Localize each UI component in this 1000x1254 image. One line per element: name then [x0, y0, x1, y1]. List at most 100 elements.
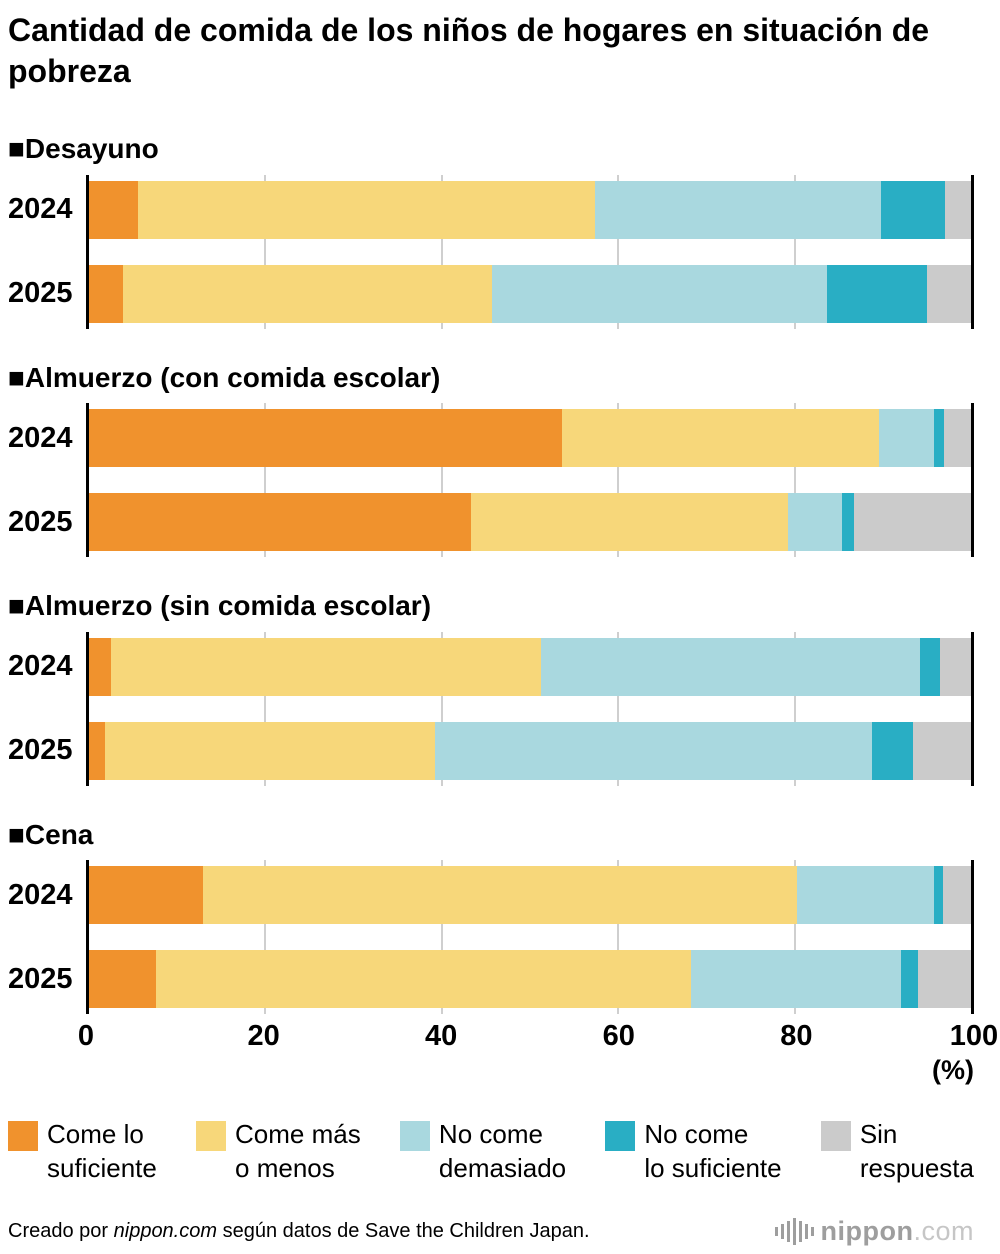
legend-label: No come demasiado: [439, 1118, 566, 1186]
bar-segment: [123, 264, 493, 323]
credit-suffix: según datos de Save the Children Japan.: [217, 1219, 590, 1242]
logo-name: nippon: [820, 1215, 914, 1246]
y-axis-label: 2024: [8, 421, 73, 454]
percent-unit-label: (%): [932, 1055, 974, 1086]
bar-segment: [933, 866, 943, 925]
legend-swatch: [605, 1121, 636, 1152]
bar-segment: [881, 180, 945, 239]
legend-swatch: [399, 1121, 430, 1152]
legend-label: Come más o menos: [235, 1118, 361, 1186]
y-axis-label: 2025: [8, 505, 73, 538]
bar-segment: [926, 264, 971, 323]
gridline: [264, 403, 267, 558]
x-tick-label: 80: [780, 1020, 813, 1053]
plot-area: 2024 2025: [8, 860, 974, 1015]
gridline: [793, 403, 796, 558]
y-axis-label: 2024: [8, 650, 73, 683]
legend-label: Come lo suficiente: [47, 1118, 157, 1186]
bar-segment: [940, 637, 971, 696]
bar-segment: [912, 721, 971, 780]
bar-row: [89, 409, 971, 468]
y-axis-label: 2025: [8, 734, 73, 767]
legend: Come lo suficiente Come más o menos No come d…: [8, 1118, 974, 1186]
legend-label: No come lo suficiente: [644, 1118, 781, 1186]
bar-segment: [561, 409, 880, 468]
bars-area: [86, 403, 974, 558]
y-axis-labels: 2024 2025: [8, 175, 86, 329]
y-axis-label: 2025: [8, 277, 73, 309]
bar-row: [89, 866, 971, 925]
bar-segment: [943, 409, 971, 468]
bar-segment: [202, 866, 798, 925]
bar-segment: [901, 950, 919, 1009]
credit-prefix: Creado por: [8, 1219, 114, 1242]
bar-row: [89, 264, 971, 323]
gridline: [793, 860, 796, 1015]
chart-group: ■Almuerzo (con comida escolar) 2024 2025: [8, 361, 974, 558]
bar-segment: [89, 637, 112, 696]
legend-item: Come lo suficiente: [8, 1118, 157, 1186]
gridline: [793, 631, 796, 786]
y-axis-labels: 2024 2025: [8, 403, 86, 557]
section-title: ■Desayuno: [8, 132, 159, 164]
bar-row: [89, 721, 971, 780]
x-axis: 0 20 40 60 80 100: [8, 1020, 998, 1056]
legend-item: Come más o menos: [196, 1118, 361, 1186]
bar-segment: [787, 493, 843, 552]
footer: Creado por nippon.com según datos de Sav…: [8, 1216, 974, 1247]
logo-tld: .com: [913, 1215, 974, 1246]
chart-title: Cantidad de comida de los niños de hogar…: [8, 12, 930, 89]
legend-swatch: [820, 1121, 851, 1152]
gridline: [440, 174, 443, 329]
y-axis-label: 2024: [8, 878, 73, 911]
logo-wave-icon: [774, 1216, 814, 1246]
bar-segment: [942, 866, 971, 925]
bars-area: [86, 860, 974, 1015]
bar-segment: [89, 493, 471, 552]
gridline: [440, 631, 443, 786]
bar-segment: [492, 264, 828, 323]
y-axis-labels: 2024 2025: [8, 860, 86, 1014]
x-tick-label: 40: [425, 1020, 458, 1053]
x-axis-spacer: [8, 1020, 86, 1056]
y-axis-label: 2024: [8, 193, 73, 225]
legend-item: No come demasiado: [399, 1118, 566, 1186]
gridline: [440, 860, 443, 1015]
bar-segment: [138, 180, 596, 239]
bar-segment: [827, 264, 927, 323]
bars-area: [86, 174, 974, 329]
legend-label-line2: respuesta: [859, 1153, 974, 1184]
logo-wordmark: nippon.com: [821, 1216, 974, 1247]
bar-segment: [89, 866, 203, 925]
x-axis-unit-row: (%): [8, 1055, 974, 1088]
bar-row: [89, 950, 971, 1009]
bar-segment: [944, 180, 971, 239]
x-tick-label: 0: [77, 1020, 95, 1053]
y-axis-label: 2025: [8, 962, 73, 995]
bar-segment: [540, 637, 920, 696]
chart-group: ■Almuerzo (sin comida escolar) 2024 2025: [8, 589, 974, 786]
gridline: [264, 860, 267, 1015]
legend-label-line1: Sin: [859, 1119, 898, 1150]
legend-label-line1: No come: [438, 1119, 543, 1150]
gridline: [793, 174, 796, 329]
gridline: [264, 174, 267, 329]
bar-segment: [111, 637, 541, 696]
legend-label-line2: suficiente: [47, 1153, 157, 1184]
bar-row: [89, 180, 971, 239]
bar-segment: [842, 493, 854, 552]
plot-area: 2024 2025: [8, 403, 974, 558]
bar-segment: [470, 493, 788, 552]
bar-segment: [89, 950, 157, 1009]
legend-label-line2: o menos: [235, 1153, 335, 1184]
bar-segment: [89, 180, 139, 239]
x-tick-label: 100: [949, 1020, 999, 1053]
bar-segment: [156, 950, 691, 1009]
plot-area: 2024 2025: [8, 631, 974, 786]
section-title: ■Almuerzo (con comida escolar): [8, 361, 441, 393]
legend-swatch: [196, 1121, 227, 1152]
gridline: [440, 403, 443, 558]
legend-label: Sin respuesta: [860, 1118, 974, 1186]
x-tick-label: 20: [247, 1020, 280, 1053]
